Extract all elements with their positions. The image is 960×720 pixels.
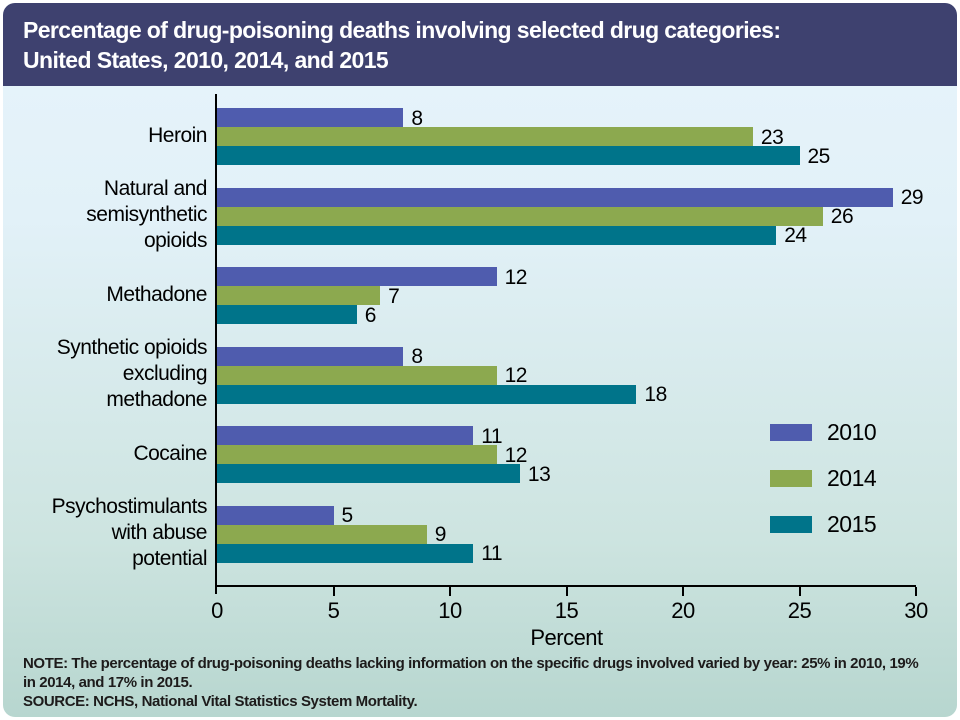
category-label-line: semisynthetic (86, 203, 207, 226)
bar-value-label: 24 (784, 224, 807, 247)
bar-value-label: 23 (760, 125, 784, 149)
bar-value-label: 6 (364, 303, 377, 327)
bar-2014-synthetic-opioids-excluding-methadone (217, 365, 497, 385)
category-label-line: Heroin (148, 123, 207, 147)
chart-card: 0 5 10 15 20 25 30 Percent Heroin 8 23 25 Natural an… (3, 3, 957, 717)
legend: 2010 2014 2015 (770, 419, 877, 538)
bar-2015-natural-and-semisynthetic-opioids (217, 225, 777, 245)
footnote-source: SOURCE: NCHS, National Vital Statistics … (23, 693, 418, 710)
category-label-line: Natural and (103, 177, 208, 200)
x-tick-mark (449, 587, 451, 596)
x-tick-mark (915, 587, 917, 596)
legend-swatch-2010 (770, 424, 812, 441)
plot-area: 0 5 10 15 20 25 30 Percent Heroin 8 23 25 Natural an… (3, 3, 957, 717)
category-label: Cocaine (3, 441, 207, 467)
category-label: Synthetic opioids excluding methadone (3, 335, 208, 413)
category-label: Psychostimulants with abuse potential (3, 494, 208, 572)
footnote: NOTE: The percentage of drug-poisoning d… (23, 654, 943, 711)
category-label-line: with abuse (111, 521, 208, 544)
category-label: Methadone (3, 282, 207, 308)
bar-value-label: 13 (527, 462, 551, 486)
bar-value-label: 7 (388, 284, 400, 308)
x-axis (215, 585, 916, 587)
x-tick-mark (332, 587, 335, 596)
bar-2010-psychostimulants-with-abuse-potential (217, 505, 334, 525)
bar-2010-heroin (217, 108, 404, 127)
bar-2010-natural-and-semisynthetic-opioids (217, 187, 893, 207)
bar-2010-cocaine (217, 426, 474, 445)
x-tick-mark (798, 587, 801, 596)
bar-value-label: 12 (504, 364, 528, 387)
category-label-line: Methadone (106, 282, 207, 306)
category-label-line: opioids (143, 229, 208, 252)
footnote-note-line2: in 2014, and 17% in 2015. (23, 674, 193, 691)
x-tick-mark (565, 587, 568, 596)
bar-value-label: 8 (411, 345, 423, 368)
bar-2015-heroin (217, 146, 800, 165)
bar-2014-methadone (217, 286, 381, 305)
title-bar: Percentage of drug-poisoning deaths invo… (3, 3, 957, 86)
x-tick-label: 30 (904, 598, 928, 623)
bar-value-label: 18 (644, 383, 667, 406)
bar-2015-cocaine (217, 464, 520, 483)
x-tick-label: 20 (671, 598, 695, 623)
legend-row-2010: 2010 (770, 419, 877, 446)
bar-2014-heroin (217, 127, 753, 146)
legend-swatch-2015 (770, 516, 812, 533)
bar-2010-methadone (217, 267, 497, 286)
bar-2015-psychostimulants-with-abuse-potential (217, 543, 474, 563)
legend-label-2014: 2014 (827, 465, 877, 491)
bar-2015-synthetic-opioids-excluding-methadone (217, 384, 637, 404)
category-label-line: excluding (122, 362, 208, 385)
bar-value-label: 29 (900, 186, 924, 209)
bar-2014-psychostimulants-with-abuse-potential (217, 524, 427, 544)
category-label: Natural and semisynthetic opioids (3, 176, 207, 254)
chart-title-line1: Percentage of drug-poisoning deaths invo… (23, 17, 781, 43)
bar-value-label: 12 (504, 443, 528, 467)
legend-label-2010: 2010 (827, 419, 877, 445)
bar-value-label: 8 (411, 106, 423, 130)
bar-value-label: 9 (434, 523, 447, 546)
bar-2014-natural-and-semisynthetic-opioids (217, 206, 823, 226)
legend-row-2015: 2015 (770, 511, 877, 538)
footnote-note-line1: NOTE: The percentage of drug-poisoning d… (23, 655, 919, 672)
legend-row-2014: 2014 (770, 465, 877, 492)
bar-2015-methadone (217, 305, 357, 324)
legend-label-2015: 2015 (827, 511, 877, 537)
x-tick-label: 15 (554, 598, 579, 623)
category-label-line: methadone (106, 388, 207, 411)
category-label: Heroin (3, 123, 207, 149)
x-axis-title: Percent (530, 625, 603, 650)
x-tick-label: 25 (787, 598, 812, 623)
x-tick-label: 5 (327, 598, 340, 623)
chart-title-line2: United States, 2010, 2014, and 2015 (23, 47, 389, 73)
legend-swatch-2014 (770, 470, 812, 487)
bar-value-label: 12 (504, 265, 528, 289)
category-label-line: Synthetic opioids (56, 336, 208, 359)
category-label-line: Cocaine (133, 441, 207, 465)
bar-value-label: 5 (341, 504, 354, 527)
bar-value-label: 26 (830, 205, 854, 228)
x-tick-mark (682, 587, 684, 596)
bar-value-label: 25 (807, 144, 831, 168)
x-tick-label: 10 (438, 598, 462, 623)
y-axis (215, 94, 217, 594)
category-label-line: Psychostimulants (51, 495, 208, 518)
x-tick-label: 0 (211, 598, 223, 623)
bar-2010-synthetic-opioids-excluding-methadone (217, 346, 404, 366)
bar-2014-cocaine (217, 445, 497, 464)
bar-value-label: 11 (481, 542, 503, 565)
bar-value-label: 11 (481, 424, 503, 448)
category-label-line: potential (132, 547, 207, 570)
